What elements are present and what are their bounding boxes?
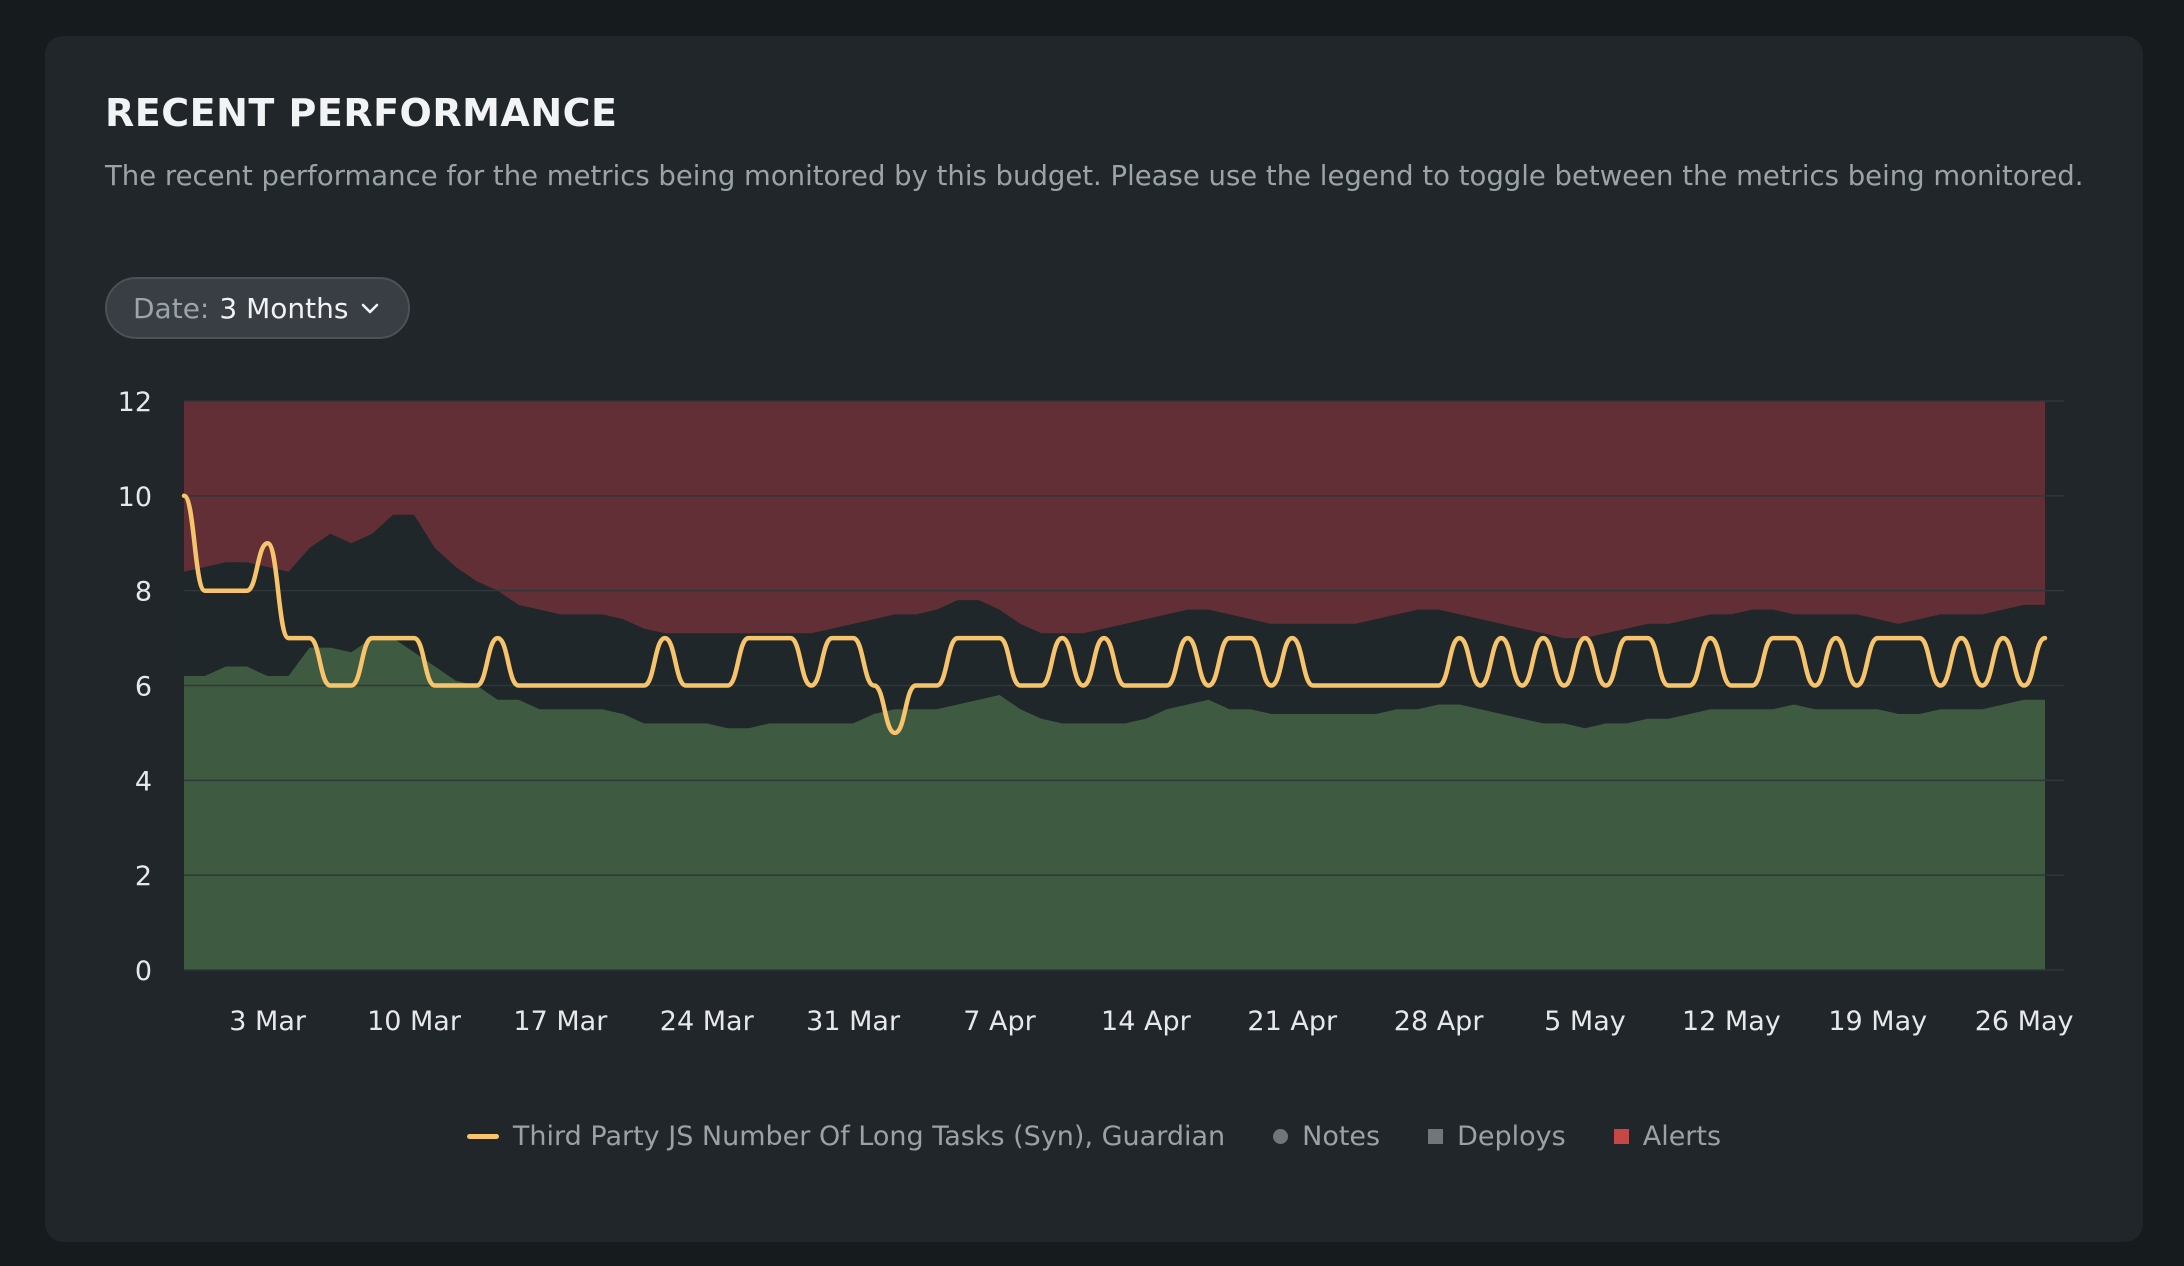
legend-item-deploys[interactable]: Deploys (1428, 1121, 1566, 1152)
x-tick-label: 28 Apr (1394, 1006, 1485, 1037)
series-line (181, 493, 2048, 736)
good-zone-area (184, 638, 2045, 970)
date-dropdown-label: Date: (133, 291, 210, 325)
card-title: RECENT PERFORMANCE (105, 91, 618, 135)
x-tick-label: 3 Mar (229, 1006, 307, 1037)
legend-item-label: Deploys (1457, 1121, 1566, 1152)
x-tick-label: 19 May (1828, 1006, 1927, 1037)
legend-item-label: Third Party JS Number Of Long Tasks (Syn… (512, 1121, 1226, 1152)
chart-legend: Third Party JS Number Of Long Tasks (Syn… (45, 1121, 2143, 1152)
dot-icon (1273, 1129, 1289, 1144)
chevron-down-icon (362, 303, 379, 314)
square-icon (1428, 1129, 1444, 1144)
x-tick-label: 5 May (1544, 1006, 1626, 1037)
y-tick-label: 8 (135, 577, 152, 608)
y-tick-label: 4 (135, 766, 152, 797)
x-tick-label: 7 Apr (963, 1006, 1036, 1037)
legend-item-label: Alerts (1642, 1121, 1722, 1152)
x-tick-label: 21 Apr (1247, 1006, 1338, 1037)
card-description: The recent performance for the metrics b… (105, 160, 2084, 192)
line-swatch-icon (466, 1134, 499, 1139)
date-range-dropdown[interactable]: Date: 3 Months (105, 277, 411, 339)
legend-item-alerts[interactable]: Alerts (1613, 1121, 1722, 1152)
y-tick-label: 2 (135, 861, 152, 892)
legend-item-third[interactable]: Third Party JS Number Of Long Tasks (Syn… (466, 1121, 1226, 1152)
date-dropdown-value: 3 Months (219, 291, 349, 325)
y-tick-label: 6 (135, 672, 152, 703)
x-tick-label: 24 Mar (660, 1006, 755, 1037)
legend-item-label: Notes (1302, 1121, 1381, 1152)
x-tick-label: 12 May (1682, 1006, 1781, 1037)
x-tick-label: 14 Apr (1101, 1006, 1192, 1037)
x-tick-label: 10 Mar (367, 1006, 462, 1037)
y-tick-label: 10 (118, 482, 152, 513)
performance-chart: 0 2 4 6 8 10 12 3 Mar 10 Mar 17 Mar 24 Mar 31 Mar 7 … (118, 387, 2074, 1037)
y-tick-label: 0 (135, 956, 152, 987)
y-tick-label: 12 (118, 387, 152, 418)
legend-item-notes[interactable]: Notes (1273, 1121, 1380, 1152)
square-icon (1613, 1129, 1629, 1144)
x-tick-label: 31 Mar (806, 1006, 901, 1037)
x-tick-label: 26 May (1975, 1006, 2074, 1037)
x-tick-label: 17 Mar (513, 1006, 608, 1037)
recent-performance-card: RECENT PERFORMANCE The recent performanc… (45, 36, 2143, 1242)
